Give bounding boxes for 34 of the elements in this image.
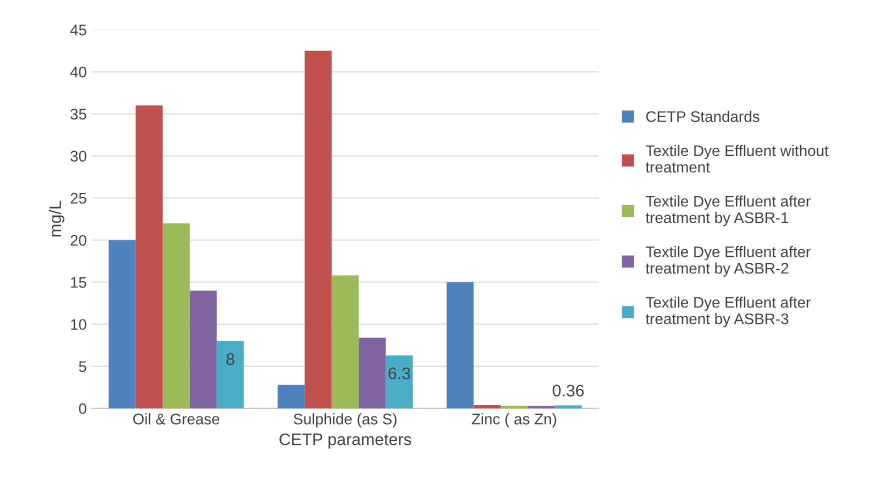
bar [190, 290, 217, 408]
y-tick-label: 20 [70, 234, 86, 246]
legend-label: Textile Dye Effluent after treatment by ASBR-2 [646, 246, 811, 277]
y-tick-label: 35 [70, 108, 86, 120]
y-axis-title: mg/L [48, 201, 64, 236]
bar [332, 275, 359, 408]
y-tick-label: 0 [79, 403, 86, 414]
y-tick-label: 45 [70, 24, 86, 36]
y-tick-label: 40 [70, 66, 86, 78]
y-tick-label: 15 [71, 277, 86, 288]
y-tick-label: 30 [70, 150, 86, 162]
bar [136, 105, 163, 408]
legend-label: CETP Standards [646, 110, 760, 122]
x-tick-label: Zinc ( as Zn) [472, 413, 556, 428]
y-tick-label: 25 [70, 192, 86, 204]
x-tick-label: Oil & Grease [133, 413, 220, 424]
y-tick-label: 5 [79, 361, 86, 372]
bar [358, 338, 386, 408]
data-label: 8 [226, 353, 234, 365]
bar [162, 223, 190, 408]
x-axis-title: CETP parameters [280, 433, 412, 449]
data-label: 0.36 [552, 384, 584, 396]
bar [108, 240, 136, 408]
bar [304, 50, 332, 408]
y-tick-label: 10 [71, 319, 86, 330]
legend-label: Textile Dye Effluent after treatment by ASBR-3 [646, 296, 811, 328]
legend-label: Textile Dye Effluent after treatment by ASBR-1 [646, 195, 811, 226]
bar [278, 384, 305, 408]
x-tick-label: Sulphide (as S) [294, 413, 397, 428]
bar [386, 355, 413, 408]
bar [216, 341, 244, 408]
bar [446, 282, 474, 408]
data-label: 6.3 [388, 367, 410, 380]
legend-label: Textile Dye Effluent without treatment [646, 144, 829, 173]
